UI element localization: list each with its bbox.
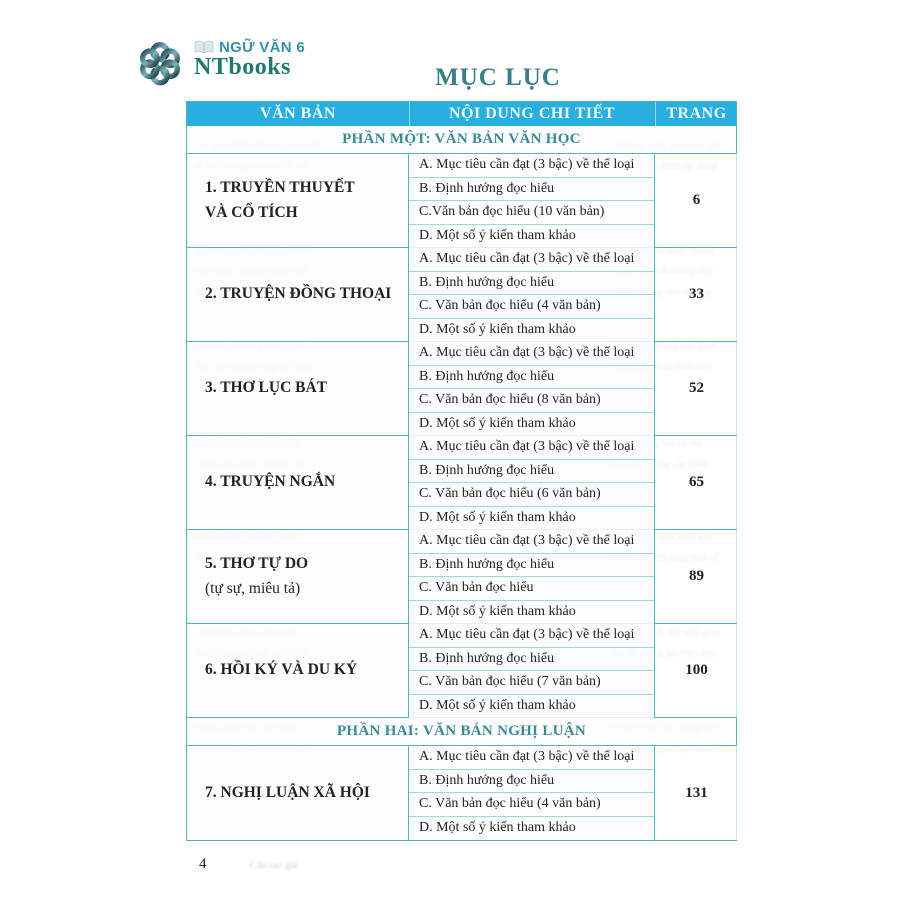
svg-text:Cáo tao giá: Cáo tao giá [250,860,298,871]
